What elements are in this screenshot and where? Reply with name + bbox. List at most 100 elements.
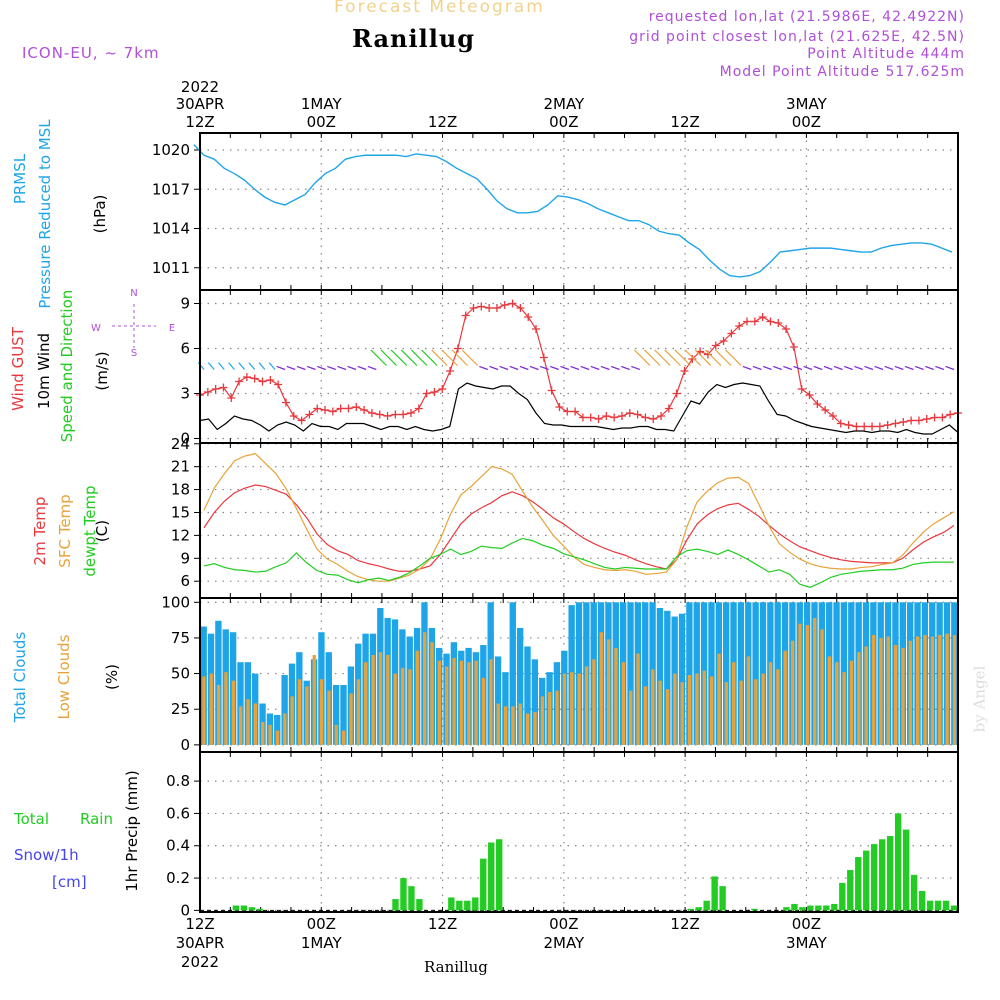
wind-gust-marker <box>352 403 361 411</box>
wind-direction-arrow <box>421 349 438 366</box>
y-tick-label: 21 <box>171 458 190 476</box>
model-label: ICON-EU, ~ 7km <box>22 44 160 62</box>
y-tick-label: 12 <box>171 526 190 544</box>
low-clouds-bar <box>923 635 927 745</box>
rain-bar <box>886 836 894 911</box>
low-clouds-bar <box>916 636 920 745</box>
low-clouds-bar <box>239 706 243 745</box>
wind-direction-arrow <box>550 365 559 371</box>
total-clouds-bar <box>531 659 539 745</box>
panel-frame <box>199 751 959 913</box>
wind-gust-marker <box>813 400 822 408</box>
bottom-date-label: 3MAY <box>786 934 828 952</box>
total-clouds-bar <box>678 613 686 745</box>
wind-gust-marker <box>852 422 861 431</box>
wind-direction-arrow <box>248 362 256 370</box>
total-clouds-bar <box>664 610 671 745</box>
wind-gust-marker <box>617 412 626 420</box>
low-clouds-bar <box>275 730 280 745</box>
low-clouds-bar <box>835 662 839 745</box>
low-clouds-bar <box>334 724 338 745</box>
wind-direction-arrow <box>854 365 863 371</box>
top-date-label: 1MAY <box>301 95 343 113</box>
bottom-hour-label: 00Z <box>307 915 336 933</box>
low-clouds-bar <box>790 640 795 745</box>
total-clouds-bar <box>524 646 531 745</box>
low-clouds-bar <box>776 669 780 745</box>
low-clouds-bar <box>445 666 449 745</box>
y-tick-label: 0 <box>180 901 190 919</box>
y-tick-label: 0.2 <box>166 869 190 887</box>
rain-bar <box>950 905 958 911</box>
low-clouds-bar <box>533 712 537 745</box>
wind-direction-arrow <box>904 365 914 371</box>
wind-direction-arrow <box>327 365 336 371</box>
wind-direction-arrow <box>762 365 772 371</box>
temp-2m-line <box>203 484 955 572</box>
wind-gust-marker <box>805 391 814 399</box>
y-tick-label: 0.4 <box>166 837 190 855</box>
total-clouds-bar <box>274 714 281 745</box>
wind-gust-marker <box>899 418 908 426</box>
wind-direction-arrow <box>725 349 742 366</box>
total-clouds-bar <box>708 602 715 745</box>
total-clouds-bar <box>752 602 759 745</box>
low-clouds-bar <box>768 662 773 745</box>
wind-direction-arrow <box>684 349 702 366</box>
compass-s-label: S <box>131 348 137 359</box>
precip-snow-unit-label: [cm] <box>52 873 87 891</box>
low-clouds-bar <box>592 659 596 745</box>
low-clouds-bar <box>312 655 316 745</box>
top-hour-label: 00Z <box>307 113 336 131</box>
compass-e-label: E <box>169 323 175 334</box>
wind-direction-arrow <box>560 365 570 371</box>
wind-direction-arrow <box>431 349 448 366</box>
wind-gust-marker <box>555 403 564 411</box>
wind-gust-marker <box>836 419 845 428</box>
wind-gust-marker <box>336 404 345 413</box>
low-clouds-bar <box>849 660 854 745</box>
low-clouds-bar <box>746 656 751 745</box>
low-clouds-bar <box>687 675 692 745</box>
low-clouds-bar <box>474 660 478 745</box>
low-clouds-bar <box>783 650 787 745</box>
low-clouds-bar <box>216 684 221 745</box>
bottom-year-label: 2022 <box>181 953 219 971</box>
low-clouds-bar <box>754 679 758 745</box>
wind-gust-marker <box>250 374 259 383</box>
rain-bar <box>392 899 399 911</box>
top-date-label: 30APR <box>176 95 225 113</box>
rain-bar <box>799 907 806 911</box>
low-clouds-bar <box>673 673 677 745</box>
low-clouds-bar <box>577 673 581 745</box>
wind-gust-marker <box>797 385 806 393</box>
rain-bar <box>839 882 846 911</box>
low-clouds-bar <box>290 696 294 745</box>
top-hour-label: 12Z <box>670 113 699 131</box>
wind-direction-arrow <box>674 349 691 366</box>
low-clouds-bar <box>548 692 552 745</box>
wind-direction-arrow <box>742 365 752 371</box>
low-clouds-bar <box>393 673 397 745</box>
wind-gust-marker <box>938 413 947 422</box>
low-clouds-bar <box>930 636 935 745</box>
wind-direction-arrow <box>600 365 610 371</box>
rain-bar <box>863 850 870 911</box>
y-tick-label: 75 <box>171 629 190 647</box>
rain-bar <box>703 900 710 911</box>
wind-gust-marker <box>743 317 752 326</box>
compass-w-label: W <box>91 323 101 334</box>
wind-gust-marker <box>532 325 541 333</box>
wind-gust-marker <box>821 406 830 414</box>
low-clouds-bar <box>481 677 486 745</box>
wind-gust-marker <box>446 367 455 375</box>
low-clouds-bar <box>489 659 493 745</box>
wind-direction-arrow <box>793 365 803 371</box>
y-tick-label: 0 <box>180 430 190 448</box>
wind-direction-arrow <box>590 365 600 371</box>
requested-coords: requested lon,lat (21.5986E, 42.4922N) <box>648 9 965 25</box>
app-title: Forecast Meteogram <box>334 0 545 17</box>
low-clouds-bar <box>540 696 545 745</box>
top-date-label: 2MAY <box>543 95 585 113</box>
prmsl-line <box>193 144 953 278</box>
